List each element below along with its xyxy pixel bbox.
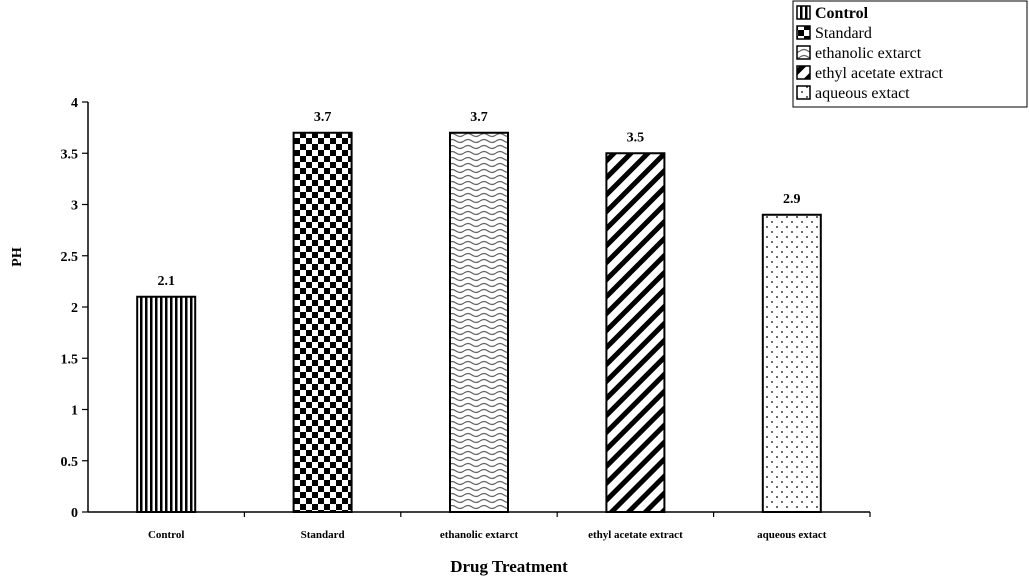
y-tick-label: 2: [71, 301, 78, 316]
data-label: 2.9: [783, 192, 801, 207]
y-tick-label: 0.5: [61, 455, 79, 470]
x-category-label: aqueous extact: [757, 529, 827, 541]
legend-swatch: [796, 85, 811, 100]
data-label: 3.7: [470, 110, 488, 125]
bar-5: [761, 213, 822, 513]
legend-swatch: [796, 45, 811, 60]
legend-entry: Control: [815, 5, 869, 22]
y-tick-label: 3: [71, 199, 78, 214]
y-axis-title: PH: [10, 247, 25, 267]
bar-2: [292, 131, 353, 513]
bar-1: [136, 295, 197, 513]
data-label: 3.7: [314, 110, 332, 125]
data-label: 3.5: [627, 130, 645, 145]
x-category-label: ethyl acetate extract: [588, 529, 683, 541]
x-category-label: ethanolic extarct: [440, 529, 519, 541]
y-tick-label: 0: [71, 506, 78, 521]
bar-3: [449, 131, 509, 513]
y-axis-ticks: 0 0.5 1 1.5 2 2.5 3 3.5 4: [61, 96, 88, 521]
y-tick-label: 1: [71, 404, 78, 419]
legend-box: [792, 0, 1028, 108]
x-axis-categories: Control Standard ethanolic extarct ethyl ac…: [148, 512, 871, 541]
x-category-label: Standard: [301, 529, 345, 541]
legend-swatch: [796, 65, 811, 80]
x-category-label: Control: [148, 529, 184, 541]
legend: Control Standard ethanolic extarct ethyl ac…: [792, 0, 1028, 108]
bars: 2.1 3.7 3.7 3.5 2.9: [136, 110, 822, 513]
legend-swatch: [796, 5, 811, 20]
legend-swatch: [796, 25, 811, 40]
legend-entry: Standard: [815, 25, 872, 42]
legend-entry: aqueous extact: [815, 85, 910, 102]
y-tick-label: 4: [71, 96, 78, 111]
y-tick-label: 1.5: [61, 352, 79, 367]
legend-entry: ethanolic extarct: [815, 45, 922, 62]
y-tick-label: 3.5: [61, 147, 79, 162]
bar-4: [605, 152, 666, 513]
legend-entry: ethyl acetate extract: [815, 65, 943, 82]
x-axis-title: Drug Treatment: [450, 557, 568, 576]
y-tick-label: 2.5: [61, 250, 79, 265]
data-label: 2.1: [157, 274, 175, 289]
